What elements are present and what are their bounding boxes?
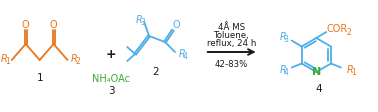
Text: 3: 3 <box>108 86 115 96</box>
Text: 4: 4 <box>183 52 188 61</box>
Text: 2: 2 <box>347 28 352 37</box>
Text: 1: 1 <box>351 68 356 76</box>
Text: 3: 3 <box>140 18 145 27</box>
Text: R: R <box>178 49 185 59</box>
Text: +: + <box>106 47 116 60</box>
Text: R: R <box>347 65 353 74</box>
Text: N: N <box>312 67 321 77</box>
Text: Toluene,: Toluene, <box>214 30 249 40</box>
Text: 42-83%: 42-83% <box>215 59 248 69</box>
Text: O: O <box>172 20 180 30</box>
Text: O: O <box>50 20 57 30</box>
Text: 1: 1 <box>5 57 10 66</box>
Text: 2: 2 <box>76 57 81 66</box>
Text: R: R <box>279 65 286 74</box>
Text: 4Å MS: 4Å MS <box>218 23 245 31</box>
Text: R: R <box>136 15 143 25</box>
Text: 1: 1 <box>36 73 43 83</box>
Text: 3: 3 <box>284 34 289 43</box>
Text: COR: COR <box>327 24 348 34</box>
Text: 4: 4 <box>315 84 322 94</box>
Text: 2: 2 <box>152 67 158 77</box>
Text: R: R <box>0 54 7 64</box>
Text: reflux, 24 h: reflux, 24 h <box>207 39 256 47</box>
Text: NH₄OAc: NH₄OAc <box>92 74 130 84</box>
Text: R: R <box>71 54 78 64</box>
Text: R: R <box>279 31 286 42</box>
Text: 4: 4 <box>284 68 289 76</box>
Text: O: O <box>22 20 29 30</box>
